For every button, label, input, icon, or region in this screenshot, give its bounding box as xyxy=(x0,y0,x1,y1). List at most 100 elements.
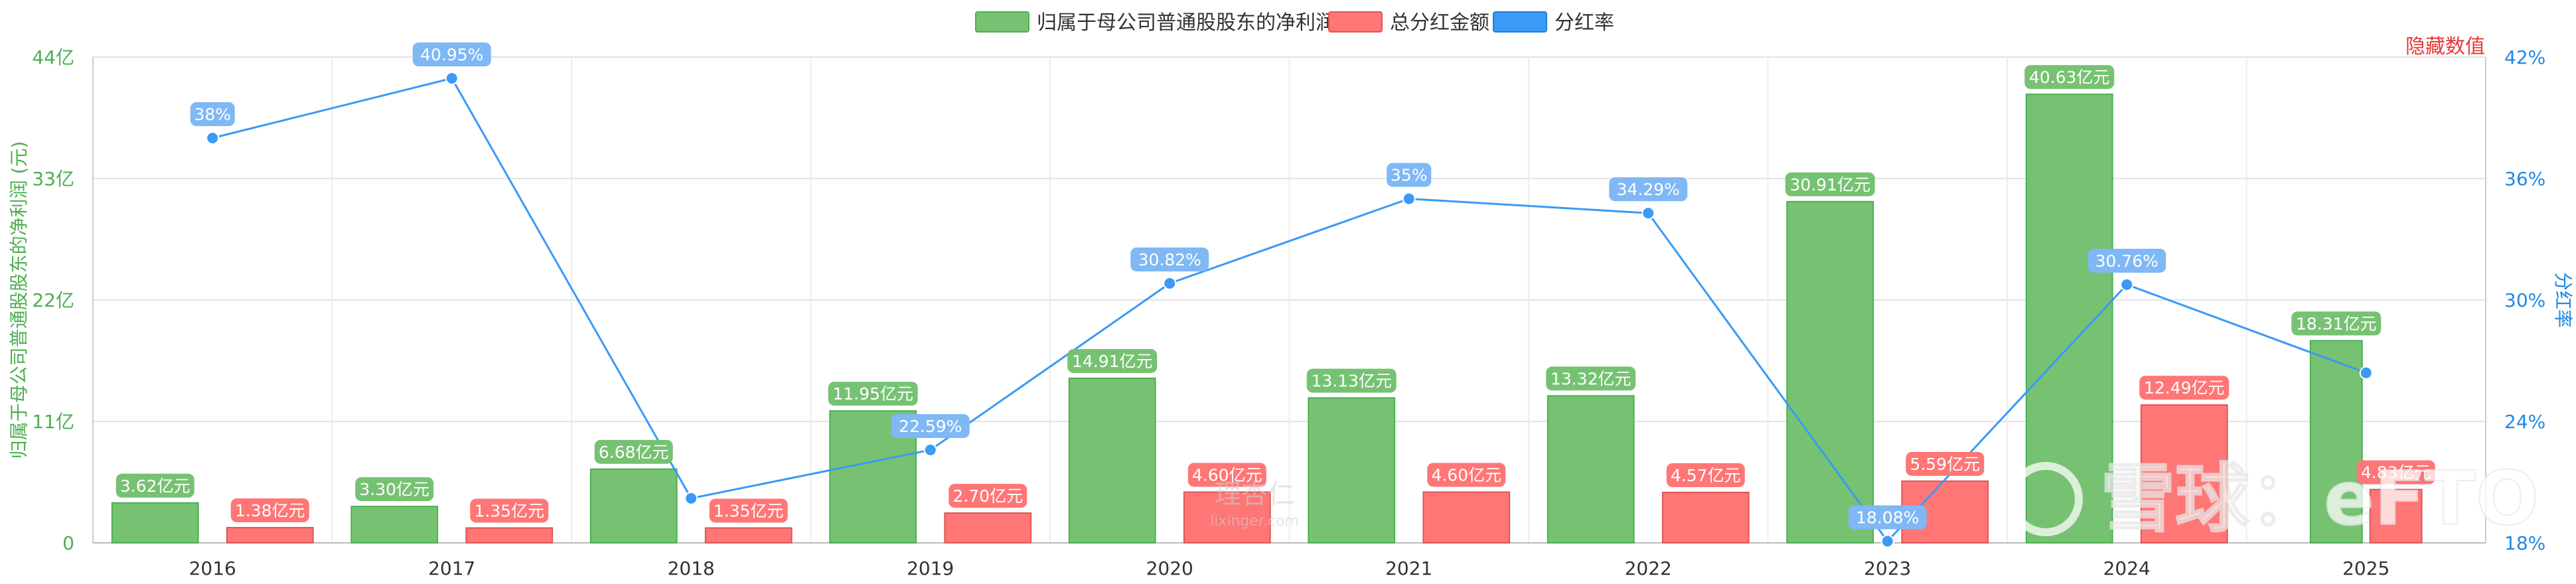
data-labels: 3.62亿元 1.38亿元 3.30亿元 1.35亿元 6.68亿元 1.35亿元 11.9… xyxy=(115,42,2435,530)
payout-ratio-point xyxy=(2120,277,2134,291)
x-tick-label: 2022 xyxy=(1625,557,1672,579)
net-profit-value-label: 30.91亿元 xyxy=(1789,175,1870,194)
net-profit-bar xyxy=(1547,395,1635,544)
net-profit-value-label-bg xyxy=(2291,311,2382,336)
net-profit-bar xyxy=(1068,377,1156,544)
payout-ratio-point xyxy=(1163,276,1177,290)
net-profit-value-label: 13.32亿元 xyxy=(1551,369,1631,388)
payout-ratio-value-label-bg xyxy=(1130,247,1209,271)
net-profit-value-label-bg xyxy=(1067,348,1158,373)
payout-ratio-point xyxy=(206,131,220,145)
net-profit-bar xyxy=(2309,340,2363,544)
x-tick-label: 2020 xyxy=(1146,557,1193,579)
legend-swatch-dividend xyxy=(1328,11,1383,33)
legend-label-dividend: 总分红金额 xyxy=(1390,11,1489,35)
payout-ratio-value-label: 22.59% xyxy=(899,417,962,436)
payout-ratio-value-label: 35% xyxy=(1391,166,1428,185)
payout-ratio-point xyxy=(684,491,698,505)
dividend-bar xyxy=(1183,491,1271,544)
dividend-value-label: 12.49亿元 xyxy=(2144,378,2225,398)
x-tick-label: 2024 xyxy=(2103,557,2151,579)
watermark-lixinger-text: 理杏仁 xyxy=(1215,479,1294,510)
dividend-bar xyxy=(704,527,793,544)
y-tick-label: 0 xyxy=(62,532,74,554)
x-tick-label: 2023 xyxy=(1864,557,1911,579)
dividend-value-label: 4.60亿元 xyxy=(1192,465,1262,484)
net-profit-value-label: 3.30亿元 xyxy=(359,480,429,499)
dividend-bar xyxy=(2369,488,2423,544)
x-tick-label: 2017 xyxy=(428,557,475,579)
watermark-lixinger: 理杏仁 lixinger.com xyxy=(1210,479,1299,530)
net-profit-value-label-bg xyxy=(355,477,434,502)
net-profit-value-label-bg xyxy=(2024,65,2115,90)
x-tick-label: 2016 xyxy=(189,557,236,579)
y-tick-label: 22亿 xyxy=(32,289,74,311)
payout-ratio-value-label-bg xyxy=(1609,177,1688,202)
payout-ratio-value-label-bg xyxy=(190,102,235,126)
payout-ratio-value-label: 30.76% xyxy=(2095,252,2159,271)
net-profit-bar xyxy=(350,506,439,544)
x-tick-label: 2019 xyxy=(907,557,954,579)
legend-item-payout-ratio[interactable]: 分红率 xyxy=(1493,11,1614,35)
dividend-bar xyxy=(944,512,1032,544)
legend-swatch-net-profit xyxy=(975,11,1029,33)
dividend-value-label: 1.35亿元 xyxy=(714,502,784,521)
legend: 归属于母公司普通股股东的净利润 总分红金额 分红率 xyxy=(975,11,1614,35)
dividend-value-label: 2.70亿元 xyxy=(952,486,1023,506)
net-profit-value-label: 13.13亿元 xyxy=(1311,372,1392,391)
payout-ratio-point xyxy=(1880,534,1894,548)
net-profit-bar xyxy=(1308,397,1396,544)
dividend-value-label-bg xyxy=(470,498,549,523)
legend-item-net-profit[interactable]: 归属于母公司普通股股东的净利润 xyxy=(975,11,1335,35)
payout-ratio-line xyxy=(206,72,2373,548)
x-tick-label: 2025 xyxy=(2342,557,2389,579)
payout-ratio-point xyxy=(445,72,459,86)
payout-ratio-value-label: 40.95% xyxy=(420,45,483,64)
dividend-value-label-bg xyxy=(2139,376,2230,400)
payout-ratio-value-label: 38% xyxy=(194,105,231,124)
dividend-value-label: 4.83亿元 xyxy=(2361,463,2431,482)
y2-tick-label: 30% xyxy=(2504,289,2545,311)
payout-ratio-value-label-bg xyxy=(412,42,491,67)
payout-ratio-value-label-bg xyxy=(2087,248,2166,273)
net-profit-value-label-bg xyxy=(828,382,918,406)
x-tick-label: 2018 xyxy=(668,557,715,579)
net-profit-value-label-bg xyxy=(115,473,194,498)
legend-swatch-payout-ratio xyxy=(1493,11,1547,33)
watermark-brand: 雪球：eFTO xyxy=(2008,455,2539,543)
payout-ratio-value-label-bg xyxy=(1387,163,1432,187)
dividend-value-label-bg xyxy=(948,484,1027,508)
y-tick-label: 44亿 xyxy=(32,46,74,68)
y2-axis-title: 分红率 xyxy=(2552,272,2574,328)
net-profit-value-label-bg xyxy=(594,439,673,464)
y2-tick-label: 24% xyxy=(2504,411,2545,433)
dividend-value-label-bg xyxy=(1187,463,1266,487)
payout-ratio-value-label-bg xyxy=(891,414,970,439)
net-profit-value-label: 40.63亿元 xyxy=(2029,68,2110,87)
legend-item-dividend[interactable]: 总分红金额 xyxy=(1328,11,1489,35)
dividend-value-label-bg xyxy=(1906,452,1985,476)
net-profit-value-label: 11.95亿元 xyxy=(832,384,913,403)
payout-ratio-polyline xyxy=(212,77,2367,543)
brand-logo-icon xyxy=(2008,462,2083,536)
payout-ratio-value-label: 34.29% xyxy=(1617,180,1680,199)
legend-label-net-profit: 归属于母公司普通股股东的净利润 xyxy=(1037,11,1335,35)
dividend-value-label-bg xyxy=(1666,463,1745,487)
payout-ratio-value-label: 30.82% xyxy=(1138,250,1201,269)
payout-ratio-value-label: 18.08% xyxy=(1856,508,1919,528)
y-tick-label: 33亿 xyxy=(32,168,74,190)
net-profit-bar xyxy=(589,468,678,544)
dividend-bar xyxy=(226,527,314,544)
net-profit-value-label: 3.62亿元 xyxy=(120,476,190,496)
dividend-value-label-bg xyxy=(1427,463,1506,487)
dividend-value-label: 1.35亿元 xyxy=(474,502,544,521)
dividend-value-label: 5.59亿元 xyxy=(1910,455,1980,474)
dividend-value-label: 4.60亿元 xyxy=(1431,465,1501,484)
payout-ratio-point xyxy=(923,443,937,457)
payout-ratio-point xyxy=(1402,192,1416,206)
dividend-bar xyxy=(465,527,554,544)
net-profit-value-label-bg xyxy=(1546,366,1636,391)
hide-values-link[interactable]: 隐藏数值 xyxy=(2405,35,2485,58)
y-axis-title: 归属于母公司普通股股东的净利润 (元) xyxy=(8,141,30,459)
net-profit-value-label-bg xyxy=(1785,172,1875,196)
